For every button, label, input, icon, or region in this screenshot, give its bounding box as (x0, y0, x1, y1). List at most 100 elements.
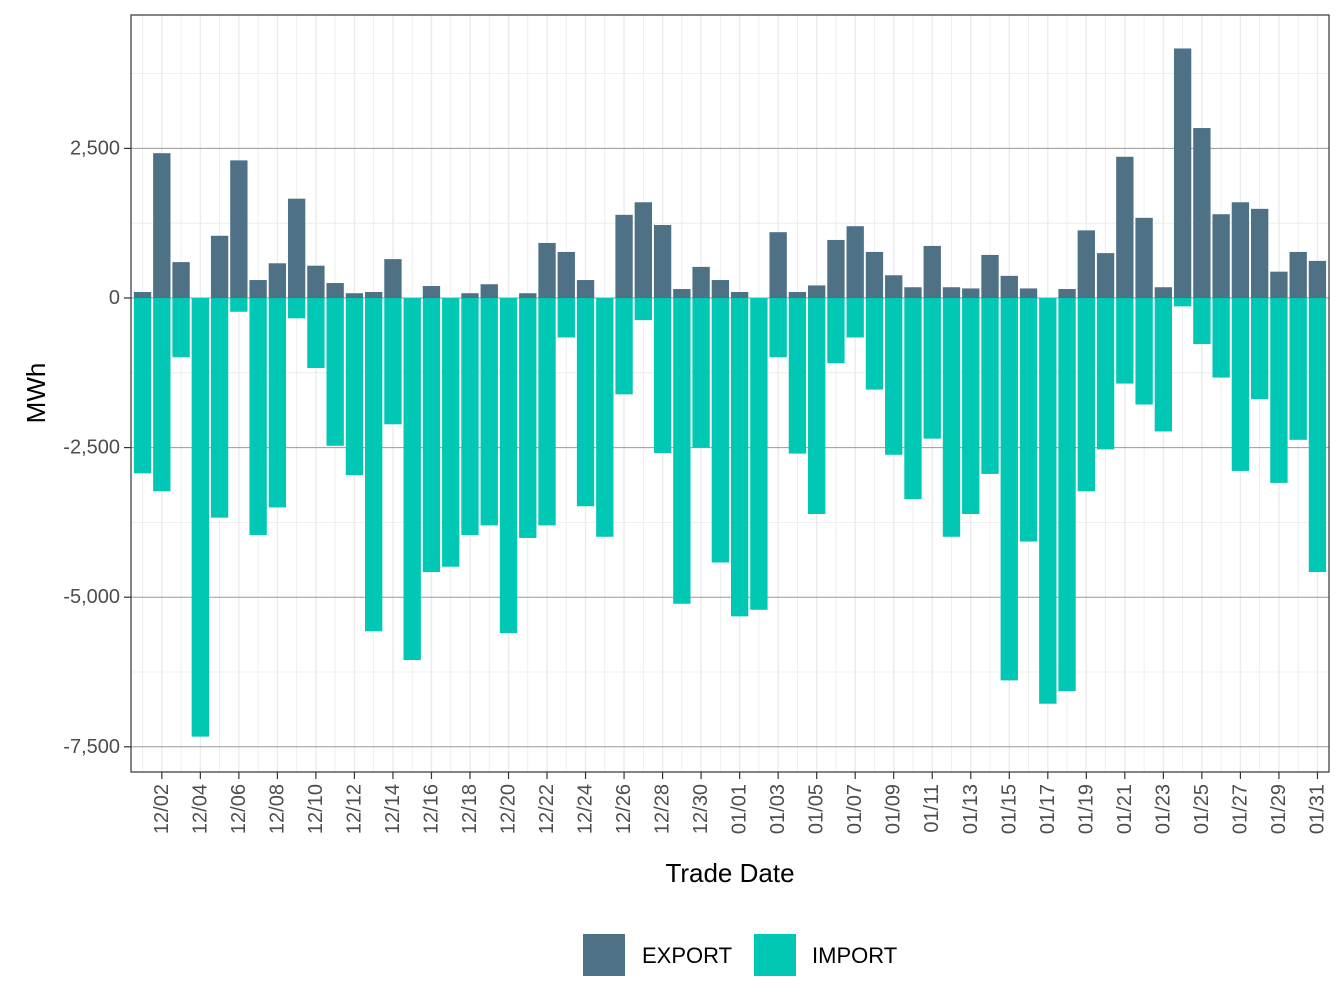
bar-export-12-02 (153, 153, 171, 298)
x-tick-label: 12/08 (266, 784, 288, 834)
bar-export-12-19 (480, 284, 498, 298)
bar-export-01-18 (1058, 289, 1076, 298)
bar-export-12-13 (365, 292, 383, 298)
bar-export-01-21 (1116, 156, 1134, 298)
bar-export-01-19 (1077, 230, 1095, 298)
bar-export-12-23 (557, 251, 575, 298)
bar-import-12-30 (692, 298, 710, 448)
bar-import-12-02 (153, 298, 171, 492)
bar-export-12-21 (519, 293, 537, 298)
bar-import-01-13 (962, 298, 980, 515)
bar-import-01-04 (788, 298, 807, 454)
x-tick-label: 12/14 (382, 784, 404, 834)
bar-export-01-16 (1019, 288, 1038, 298)
bar-export-01-30 (1289, 251, 1307, 298)
bars-layer (133, 48, 1327, 737)
x-tick-label: 12/02 (151, 784, 173, 834)
x-tick-label: 01/23 (1152, 784, 1174, 834)
x-tick-label: 01/19 (1075, 784, 1097, 834)
x-tick-label: 12/30 (690, 784, 712, 834)
x-axis-title: Trade Date (665, 858, 794, 888)
bar-export-12-31 (711, 280, 730, 298)
x-tick-label: 01/17 (1037, 784, 1059, 834)
x-tick-label: 12/04 (189, 784, 211, 834)
bar-import-12-14 (384, 298, 402, 425)
bar-import-01-02 (750, 298, 768, 610)
y-tick-label: 2,500 (70, 137, 120, 159)
bar-import-01-25 (1193, 298, 1211, 345)
bar-export-12-10 (307, 265, 325, 298)
x-tick-label: 01/05 (806, 784, 828, 834)
y-axis: 2,500 0 -2,500 -5,000 -7,500 (63, 137, 131, 758)
bar-export-01-01 (730, 292, 749, 298)
y-axis-title: MWh (21, 363, 51, 424)
bar-export-12-16 (422, 286, 441, 298)
bar-export-12-11 (326, 283, 344, 298)
x-tick-label: 01/13 (960, 784, 982, 834)
bar-import-12-05 (210, 298, 229, 518)
bar-import-12-15 (403, 298, 421, 661)
bar-export-01-23 (1154, 287, 1173, 298)
bar-export-12-06 (230, 160, 248, 298)
bar-export-12-26 (615, 214, 633, 298)
x-tick-label: 01/21 (1114, 784, 1136, 834)
bar-import-12-20 (499, 298, 518, 634)
x-tick-label: 12/06 (228, 784, 250, 834)
bar-export-01-09 (885, 275, 903, 298)
legend-label-export: EXPORT (642, 943, 732, 968)
bar-import-01-12 (942, 298, 961, 537)
bar-export-01-27 (1231, 202, 1250, 298)
bar-import-12-29 (673, 298, 691, 604)
bar-export-01-08 (865, 251, 884, 298)
bar-import-12-16 (422, 298, 441, 573)
bar-export-01-03 (769, 232, 787, 298)
x-tick-label: 12/10 (305, 784, 327, 834)
bar-import-01-14 (981, 298, 999, 474)
x-axis: 12/02 12/04 12/06 12/08 12/10 12/12 12/14 12/16… (151, 772, 1328, 834)
bar-import-01-09 (885, 298, 903, 455)
x-tick-label: 12/22 (536, 784, 558, 834)
legend-key-import (754, 934, 796, 976)
x-tick-label: 12/28 (652, 784, 674, 834)
x-tick-label: 01/09 (883, 784, 905, 834)
bar-import-12-18 (461, 298, 479, 535)
bar-export-01-14 (981, 254, 999, 298)
bar-import-12-27 (634, 298, 652, 321)
bar-export-12-09 (287, 198, 306, 298)
y-tick-label: -5,000 (63, 586, 120, 608)
bar-import-01-31 (1308, 298, 1327, 573)
x-tick-label: 01/01 (729, 784, 751, 834)
bar-export-01-06 (827, 239, 845, 298)
bar-import-12-11 (326, 298, 344, 446)
bar-export-12-22 (538, 242, 556, 298)
bar-import-12-19 (480, 298, 498, 526)
bar-export-12-30 (692, 266, 710, 298)
x-tick-label: 12/12 (343, 784, 365, 834)
x-tick-label: 01/29 (1268, 784, 1290, 834)
x-tick-label: 01/03 (767, 784, 789, 834)
bar-export-01-29 (1270, 271, 1288, 298)
bar-import-01-01 (730, 298, 749, 617)
bar-export-12-27 (634, 202, 652, 298)
y-tick-label: -2,500 (63, 437, 120, 459)
bar-import-12-06 (230, 298, 248, 312)
bar-export-12-08 (268, 263, 287, 298)
bar-import-12-28 (653, 298, 672, 453)
bar-export-12-01 (133, 292, 152, 298)
x-tick-label: 12/26 (613, 784, 635, 834)
bar-import-12-21 (519, 298, 537, 538)
bar-import-12-24 (576, 298, 595, 507)
bar-export-12-18 (461, 293, 479, 298)
bar-export-12-12 (345, 293, 364, 298)
bar-import-01-10 (904, 298, 922, 500)
bar-import-01-15 (1000, 298, 1018, 681)
bar-export-01-13 (962, 288, 980, 298)
bar-import-12-23 (557, 298, 575, 338)
bar-import-12-03 (172, 298, 190, 358)
bar-import-01-23 (1154, 298, 1173, 432)
y-tick-label: 0 (109, 287, 120, 309)
x-tick-label: 01/25 (1191, 784, 1213, 834)
x-tick-label: 12/20 (498, 784, 520, 834)
x-tick-label: 12/24 (575, 784, 597, 834)
